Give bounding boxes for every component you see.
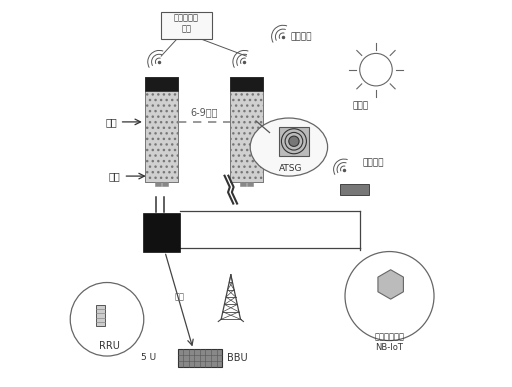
Text: 6-9级联: 6-9级联 [190, 107, 218, 117]
FancyBboxPatch shape [155, 182, 161, 186]
Text: 无线透传: 无线透传 [362, 158, 384, 168]
Text: 天线: 天线 [106, 117, 118, 127]
FancyBboxPatch shape [230, 77, 263, 91]
Text: ATSG: ATSG [279, 164, 303, 173]
Ellipse shape [250, 118, 328, 176]
FancyBboxPatch shape [279, 127, 309, 156]
FancyBboxPatch shape [178, 349, 222, 367]
Text: 光纤: 光纤 [175, 292, 184, 301]
Text: 无线采集终端
NB-IoT: 无线采集终端 NB-IoT [374, 332, 404, 352]
Circle shape [289, 136, 299, 146]
Polygon shape [378, 270, 403, 299]
FancyBboxPatch shape [143, 213, 180, 252]
Text: 天线姿态传
感器: 天线姿态传 感器 [174, 13, 199, 33]
Text: 太阳能: 太阳能 [352, 101, 369, 110]
FancyBboxPatch shape [162, 182, 168, 186]
Text: 馈缆: 馈缆 [109, 171, 121, 181]
FancyBboxPatch shape [340, 184, 369, 195]
Text: RRU: RRU [98, 341, 119, 351]
FancyBboxPatch shape [247, 182, 253, 186]
FancyBboxPatch shape [230, 77, 263, 182]
FancyBboxPatch shape [145, 77, 178, 91]
FancyBboxPatch shape [161, 12, 212, 39]
Text: BBU: BBU [227, 353, 247, 363]
FancyBboxPatch shape [96, 305, 105, 326]
FancyBboxPatch shape [240, 182, 246, 186]
FancyBboxPatch shape [145, 77, 178, 182]
Text: 无线透传: 无线透传 [291, 32, 312, 41]
Text: 5 U: 5 U [141, 353, 156, 363]
